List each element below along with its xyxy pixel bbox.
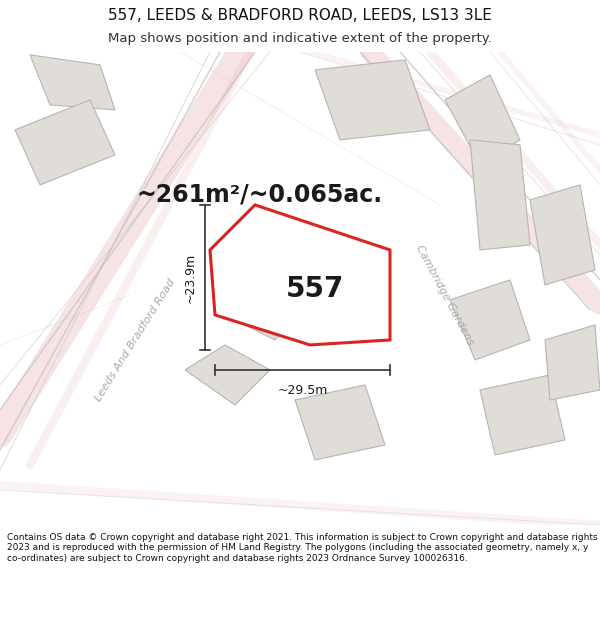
Text: ~261m²/~0.065ac.: ~261m²/~0.065ac.	[137, 183, 383, 207]
Text: Cambridge Gardens: Cambridge Gardens	[415, 243, 476, 347]
Polygon shape	[470, 140, 530, 250]
Text: ~23.9m: ~23.9m	[184, 253, 197, 302]
Polygon shape	[480, 375, 565, 455]
Polygon shape	[185, 345, 270, 405]
Polygon shape	[545, 325, 600, 400]
Polygon shape	[15, 100, 115, 185]
Polygon shape	[450, 280, 530, 360]
Polygon shape	[315, 60, 430, 140]
Text: 557: 557	[286, 275, 344, 303]
Polygon shape	[30, 55, 115, 110]
Polygon shape	[215, 270, 310, 340]
Text: Leeds And Bradford Road: Leeds And Bradford Road	[93, 277, 177, 403]
Text: 557, LEEDS & BRADFORD ROAD, LEEDS, LS13 3LE: 557, LEEDS & BRADFORD ROAD, LEEDS, LS13 …	[108, 8, 492, 23]
Polygon shape	[295, 385, 385, 460]
Text: ~29.5m: ~29.5m	[277, 384, 328, 397]
Text: Map shows position and indicative extent of the property.: Map shows position and indicative extent…	[108, 32, 492, 46]
Polygon shape	[445, 75, 520, 165]
Text: Contains OS data © Crown copyright and database right 2021. This information is : Contains OS data © Crown copyright and d…	[7, 533, 598, 562]
Polygon shape	[210, 205, 390, 345]
Polygon shape	[530, 185, 595, 285]
